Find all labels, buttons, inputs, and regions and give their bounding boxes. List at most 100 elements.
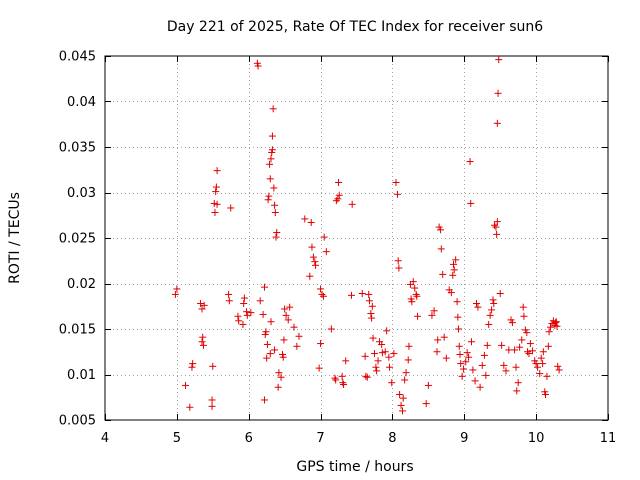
data-point bbox=[267, 318, 275, 326]
y-tick-label: 0.025 bbox=[59, 232, 96, 247]
data-point bbox=[368, 314, 376, 322]
data-point bbox=[402, 369, 410, 377]
data-point bbox=[274, 383, 282, 391]
axis-ticks: 4 5 6 7 8 9 10 11 0.005 0.01 0.015 0.02 0.025 0.03 0.0… bbox=[59, 50, 616, 447]
data-point bbox=[239, 320, 247, 328]
data-point bbox=[368, 302, 376, 310]
data-point bbox=[463, 349, 471, 357]
data-point bbox=[518, 336, 526, 344]
data-point bbox=[458, 372, 466, 380]
x-tick-label: 5 bbox=[173, 431, 181, 446]
data-point bbox=[275, 369, 283, 377]
data-point bbox=[398, 407, 406, 415]
data-point bbox=[516, 343, 524, 351]
data-point bbox=[523, 329, 531, 337]
data-point bbox=[271, 201, 279, 209]
data-point bbox=[467, 199, 475, 207]
data-point bbox=[213, 167, 221, 175]
data-point bbox=[519, 303, 527, 311]
data-point bbox=[449, 271, 457, 279]
data-point bbox=[450, 260, 458, 268]
data-point bbox=[489, 296, 497, 304]
data-point bbox=[469, 366, 477, 374]
data-point bbox=[466, 158, 474, 166]
y-tick-label: 0.015 bbox=[59, 323, 96, 338]
data-point bbox=[315, 364, 323, 372]
data-point bbox=[462, 358, 470, 366]
data-point bbox=[394, 257, 402, 265]
data-point bbox=[208, 396, 216, 404]
data-point bbox=[365, 297, 373, 305]
data-point bbox=[502, 367, 510, 375]
x-tick-label: 6 bbox=[245, 431, 253, 446]
data-point bbox=[554, 362, 562, 370]
data-point bbox=[385, 353, 393, 361]
data-point bbox=[513, 387, 521, 395]
data-point bbox=[447, 289, 455, 297]
data-point bbox=[199, 333, 207, 341]
data-point bbox=[476, 383, 484, 391]
data-point bbox=[381, 348, 389, 356]
data-point bbox=[348, 200, 356, 208]
data-point bbox=[536, 370, 544, 378]
data-point bbox=[272, 233, 280, 241]
data-point bbox=[256, 297, 264, 305]
data-point bbox=[396, 391, 404, 399]
data-point bbox=[374, 357, 382, 365]
y-tick-label: 0.01 bbox=[67, 368, 96, 383]
data-point bbox=[334, 195, 342, 203]
data-point bbox=[412, 290, 420, 298]
data-point bbox=[378, 340, 386, 348]
data-point bbox=[532, 360, 540, 368]
data-point bbox=[279, 353, 287, 361]
data-point bbox=[473, 300, 481, 308]
data-point bbox=[365, 290, 373, 298]
data-point bbox=[455, 342, 463, 350]
data-point bbox=[488, 306, 496, 314]
data-point bbox=[340, 381, 348, 389]
data-point bbox=[317, 340, 325, 348]
data-point bbox=[266, 160, 274, 168]
data-point bbox=[478, 361, 486, 369]
y-tick-label: 0.04 bbox=[67, 95, 96, 110]
data-point bbox=[339, 379, 347, 387]
data-point bbox=[411, 284, 419, 292]
x-axis-label: GPS time / hours bbox=[296, 459, 413, 475]
data-point bbox=[434, 336, 442, 344]
data-point bbox=[442, 354, 450, 362]
data-point bbox=[262, 328, 270, 336]
data-point bbox=[494, 89, 502, 97]
data-point bbox=[405, 342, 413, 350]
data-point bbox=[267, 155, 275, 163]
data-point bbox=[437, 226, 445, 234]
data-point bbox=[534, 363, 542, 371]
data-point bbox=[269, 105, 277, 113]
data-point bbox=[308, 243, 316, 251]
data-point bbox=[240, 300, 248, 308]
x-tick-label: 7 bbox=[316, 431, 324, 446]
data-point bbox=[290, 323, 298, 331]
data-point bbox=[526, 340, 534, 348]
data-point bbox=[397, 401, 405, 409]
data-point bbox=[493, 230, 501, 238]
data-point bbox=[524, 348, 532, 356]
data-point bbox=[254, 62, 262, 70]
data-point bbox=[373, 367, 381, 375]
data-point bbox=[186, 403, 194, 411]
data-point bbox=[493, 119, 501, 127]
data-point bbox=[263, 354, 271, 362]
data-point bbox=[553, 322, 561, 330]
data-point bbox=[485, 320, 493, 328]
data-point bbox=[437, 245, 445, 253]
grid bbox=[105, 56, 608, 420]
data-point bbox=[393, 190, 401, 198]
data-point bbox=[198, 338, 206, 346]
x-tick-label: 8 bbox=[388, 431, 396, 446]
data-point bbox=[199, 341, 207, 349]
data-point bbox=[386, 363, 394, 371]
data-point bbox=[347, 291, 355, 299]
plot-frame bbox=[104, 55, 609, 421]
data-point bbox=[318, 290, 326, 298]
data-point bbox=[430, 307, 438, 315]
data-point bbox=[552, 318, 560, 326]
